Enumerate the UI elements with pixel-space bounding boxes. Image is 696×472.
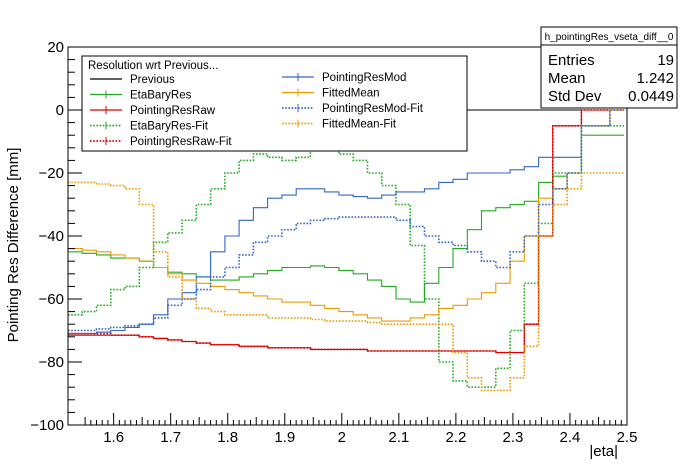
- legend-entries: Previous EtaBaryRes PointingResRaw EtaBaryR…: [90, 72, 424, 148]
- stats-entries-label: Entries: [548, 52, 595, 69]
- x-tick-label: 2.3: [502, 429, 523, 446]
- y-tick-label: 0: [56, 102, 64, 119]
- stats-stddev-value: 0.0449: [628, 88, 674, 105]
- legend-label: PointingResRaw-Fit: [130, 136, 232, 148]
- legend-label: EtaBaryRes-Fit: [130, 121, 209, 133]
- legend-label: EtaBaryRes: [130, 90, 192, 102]
- stats-box: h_pointingRes_vseta_diff__0 Entries 19 M…: [540, 26, 678, 109]
- x-tick-label: 1.6: [103, 429, 124, 446]
- legend-entry-pointingresraw: PointingResRaw: [90, 105, 216, 117]
- legend-label: FittedMean-Fit: [322, 119, 397, 131]
- stats-mean-label: Mean: [548, 70, 586, 87]
- series-pointingresraw-fit: [68, 109, 625, 354]
- legend-entry-etabaryres-fit: EtaBaryRes-Fit: [90, 121, 209, 133]
- series-line-pointingresmod: [68, 109, 625, 335]
- y-tick-label: −80: [39, 354, 64, 371]
- x-tick-label: 1.8: [217, 429, 238, 446]
- y-tick-label: −40: [39, 228, 64, 245]
- stats-mean-value: 1.242: [636, 70, 674, 87]
- stats-entries-value: 19: [657, 52, 674, 69]
- legend-frame: [81, 55, 468, 152]
- series-line-pointingresmod-fit: [68, 109, 625, 332]
- legend-label: PointingResMod-Fit: [322, 103, 424, 115]
- y-tick-label: 20: [47, 39, 64, 56]
- legend-label: PointingResRaw: [130, 105, 216, 117]
- series-pointingresmod-fit: [68, 109, 625, 332]
- legend-label: PointingResMod: [322, 72, 406, 84]
- legend-entry-pointingresraw-fit: PointingResRaw-Fit: [90, 136, 232, 148]
- y-tick-label: −20: [39, 165, 64, 182]
- x-tick-label: 2.2: [445, 429, 466, 446]
- x-tick-label: 1.7: [160, 429, 181, 446]
- series-line-pointingresraw-fit: [68, 109, 625, 354]
- x-tick-label: 2: [338, 429, 346, 446]
- x-tick-label: 2.5: [617, 429, 638, 446]
- series-pointingresmod: [68, 109, 625, 335]
- x-tick-label: 1.9: [274, 429, 295, 446]
- legend-label: FittedMean: [322, 88, 380, 100]
- legend-title: Resolution wrt Previous...: [88, 60, 218, 72]
- series-line-etabaryres-fit: [68, 125, 625, 388]
- stats-frame: [540, 26, 678, 109]
- series-line-fittedmean-fit: [68, 172, 625, 392]
- x-tick-label: 2.1: [388, 429, 409, 446]
- legend-entry-pointingresmod: PointingResMod: [282, 72, 406, 84]
- series-line-etabaryres: [68, 134, 625, 303]
- x-axis-title: |eta|: [589, 443, 618, 460]
- series-layer: [68, 109, 625, 392]
- series-etabaryres: [68, 134, 625, 303]
- legend-entry-fittedmean: FittedMean: [282, 88, 380, 100]
- series-etabaryres-fit: [68, 125, 625, 388]
- stats-stddev-label: Std Dev: [548, 88, 602, 105]
- legend: Resolution wrt Previous... Previous EtaBa…: [81, 55, 468, 152]
- legend-label: Previous: [130, 74, 175, 86]
- legend-entry-fittedmean-fit: FittedMean-Fit: [282, 119, 397, 131]
- series-fittedmean-fit: [68, 172, 625, 392]
- legend-entry-previous: Previous: [90, 74, 175, 86]
- legend-entry-pointingresmod-fit: PointingResMod-Fit: [282, 103, 424, 115]
- y-tick-label: −60: [39, 291, 64, 308]
- axes: 1.6 1.7 1.8 1.9 2 2.1 2.2 2.3 2.4 2.5 −100 −80 −60 −4…: [30, 39, 637, 446]
- y-tick-label: −100: [30, 417, 64, 434]
- y-axis-title: Pointing Res Difference [mm]: [5, 148, 22, 343]
- legend-entry-etabaryres: EtaBaryRes: [90, 90, 192, 102]
- stats-title: h_pointingRes_vseta_diff__0: [545, 32, 674, 43]
- x-tick-label: 2.4: [560, 429, 581, 446]
